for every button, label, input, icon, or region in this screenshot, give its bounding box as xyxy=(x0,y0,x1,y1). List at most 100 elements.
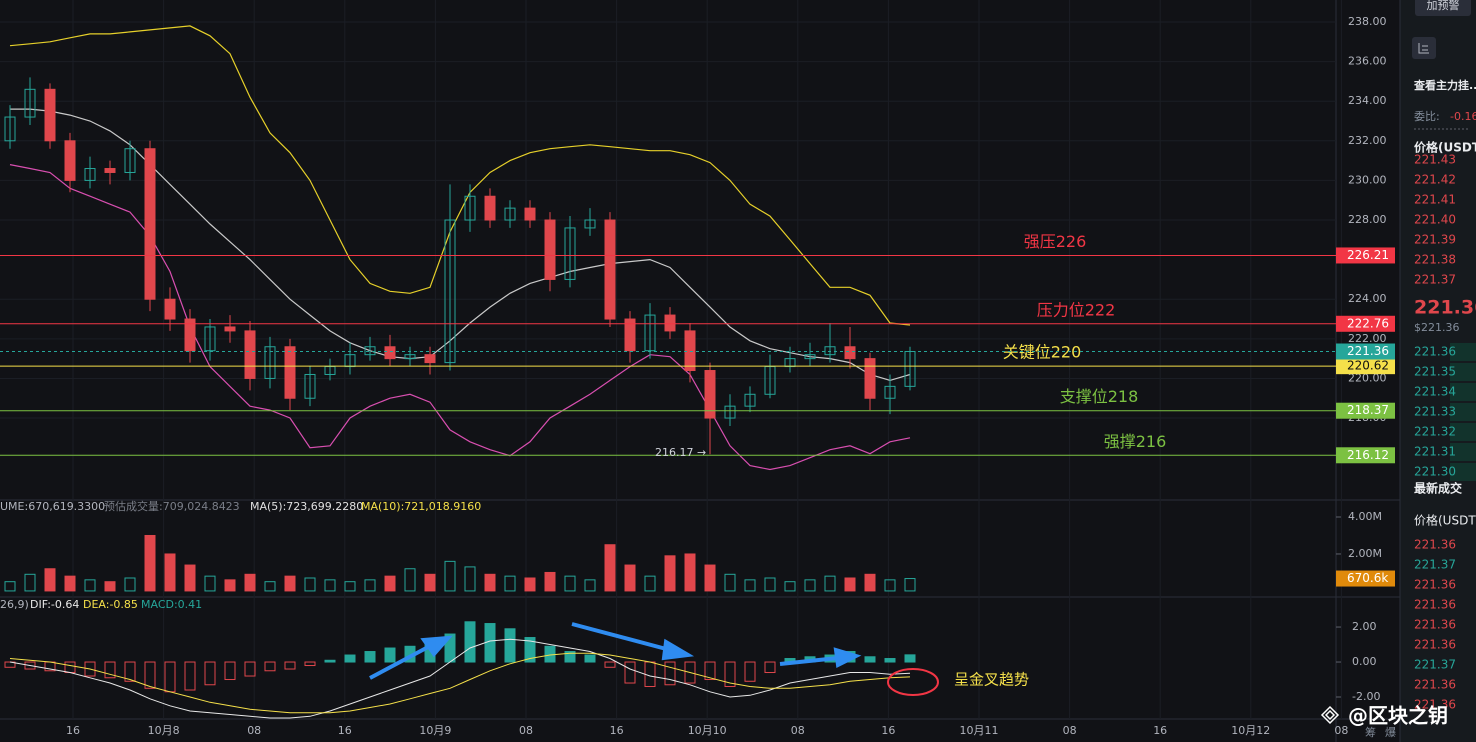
layout-icon[interactable] xyxy=(1412,37,1436,59)
bid-depth xyxy=(1450,383,1476,401)
volume-bar xyxy=(64,575,76,592)
candle-body xyxy=(104,168,116,173)
candle-body xyxy=(224,326,236,332)
bid-depth xyxy=(1450,463,1476,481)
bid-price: 221.32 xyxy=(1414,425,1456,439)
volume-bar xyxy=(464,566,476,592)
x-tick-label: 08 xyxy=(519,724,533,737)
candle-body xyxy=(824,346,836,356)
watermark: @区块之钥 xyxy=(1348,704,1448,728)
volume-bar xyxy=(684,553,696,592)
level-tag xyxy=(1336,447,1395,464)
last-price: 221.36 xyxy=(1414,297,1476,319)
bid-price: 221.30 xyxy=(1414,465,1456,479)
volume-bar xyxy=(164,553,176,592)
level-note: 强压226 xyxy=(1024,232,1087,251)
candle-body xyxy=(884,385,896,399)
macd-bar xyxy=(504,628,516,663)
candle-body xyxy=(644,314,656,352)
macd-bar xyxy=(144,661,156,689)
volume-bar xyxy=(444,560,456,592)
candle-body xyxy=(124,148,136,173)
macd-tick-label: 2.00 xyxy=(1352,620,1377,633)
volume-bar xyxy=(484,573,496,592)
level-note: 压力位222 xyxy=(1037,300,1116,319)
trade-price: 221.36 xyxy=(1414,598,1456,612)
ratio-label: 委比: xyxy=(1414,110,1440,123)
x-tick-label: 16 xyxy=(338,724,352,737)
level-tag-label: 218.37 xyxy=(1347,403,1389,417)
candle-body xyxy=(404,354,416,360)
macd-bar xyxy=(384,647,396,663)
candle-body xyxy=(484,195,496,221)
volume-bar xyxy=(744,579,756,592)
candle-body xyxy=(744,393,756,407)
low-annotation: 216.17 → xyxy=(655,446,706,459)
macd-bar xyxy=(664,661,676,686)
macd-bar xyxy=(604,661,616,668)
x-tick-label: 16 xyxy=(610,724,624,737)
level-note: 支撑位218 xyxy=(1060,387,1139,406)
volume-bar xyxy=(24,573,36,592)
candle-body xyxy=(364,346,376,356)
macd-bar xyxy=(264,661,276,672)
macd-bar xyxy=(864,656,876,663)
candle-body xyxy=(584,219,596,229)
volume-bar xyxy=(344,581,356,592)
dea-line xyxy=(9,652,911,714)
candle-body xyxy=(204,326,216,352)
level-tag-label: 216.12 xyxy=(1347,448,1389,462)
volume-bar xyxy=(584,579,596,592)
x-tick-label: 16 xyxy=(881,724,895,737)
macd-header: DIF:-0.64 xyxy=(30,598,79,611)
bollinger-line xyxy=(9,164,911,471)
volume-bar xyxy=(184,564,196,592)
candle-body xyxy=(524,207,536,221)
ask-price: 221.42 xyxy=(1414,173,1456,187)
volume-bar xyxy=(864,573,876,592)
volume-bar xyxy=(824,575,836,592)
volume-bar xyxy=(4,581,16,592)
candle-body xyxy=(24,88,36,118)
volume-bar xyxy=(104,581,116,592)
alert-button[interactable] xyxy=(1415,0,1471,16)
trade-price: 221.36 xyxy=(1414,638,1456,652)
price-header: 价格(USDT xyxy=(1414,140,1476,155)
candle-body xyxy=(844,346,856,360)
watermark-logo xyxy=(1320,705,1340,725)
trade-price: 221.36 xyxy=(1414,678,1456,692)
volume-bar xyxy=(884,579,896,592)
candle-body xyxy=(244,330,256,379)
macd-bar xyxy=(344,654,356,663)
volume-bar xyxy=(384,575,396,592)
volume-tick-label: 2.00M xyxy=(1348,547,1382,560)
bollinger-line xyxy=(9,25,911,326)
ratio-value: -0.16 xyxy=(1450,110,1476,123)
trade-price: 221.37 xyxy=(1414,658,1456,672)
volume-bar xyxy=(224,579,236,592)
candle-body xyxy=(4,116,16,142)
volume-tag-label: 670.6k xyxy=(1347,571,1388,585)
level-note: 关键位220 xyxy=(1003,343,1082,362)
macd-bar xyxy=(244,661,256,677)
y-tick-label: 238.00 xyxy=(1348,15,1387,28)
candle-body xyxy=(804,354,816,360)
macd-bar xyxy=(124,661,136,682)
macd-bar xyxy=(84,661,96,677)
volume-bar xyxy=(564,575,576,592)
trades-title: 最新成交 xyxy=(1414,481,1462,496)
volume-bar xyxy=(624,564,636,592)
level-note: 强撑216 xyxy=(1104,432,1167,451)
macd-header: MACD:0.41 xyxy=(141,598,202,611)
y-tick-label: 222.00 xyxy=(1348,332,1387,345)
x-tick-label: 08 xyxy=(247,724,261,737)
y-tick-label: 232.00 xyxy=(1348,134,1387,147)
depth-title: 查看主力挂... xyxy=(1414,78,1476,92)
volume-bar xyxy=(524,577,536,592)
bollinger-line xyxy=(10,108,911,382)
macd-bar xyxy=(524,637,536,663)
volume-bar xyxy=(44,568,56,592)
candle-body xyxy=(184,318,196,352)
alert-button-label[interactable]: 加预警 xyxy=(1427,0,1460,12)
